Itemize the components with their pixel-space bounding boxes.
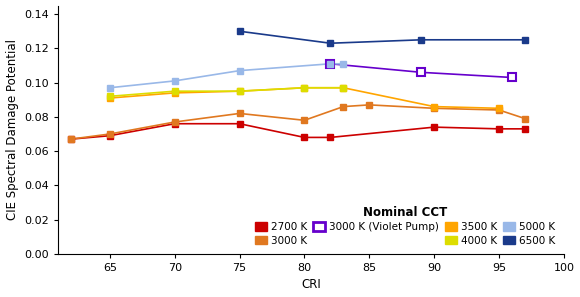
Y-axis label: CIE Spectral Damage Potential: CIE Spectral Damage Potential	[6, 39, 19, 220]
Legend: 2700 K, 3000 K, 3000 K (Violet Pump), , 3500 K, 4000 K, 5000 K, 6500 K: 2700 K, 3000 K, 3000 K (Violet Pump), , …	[252, 203, 559, 249]
X-axis label: CRI: CRI	[301, 279, 321, 291]
